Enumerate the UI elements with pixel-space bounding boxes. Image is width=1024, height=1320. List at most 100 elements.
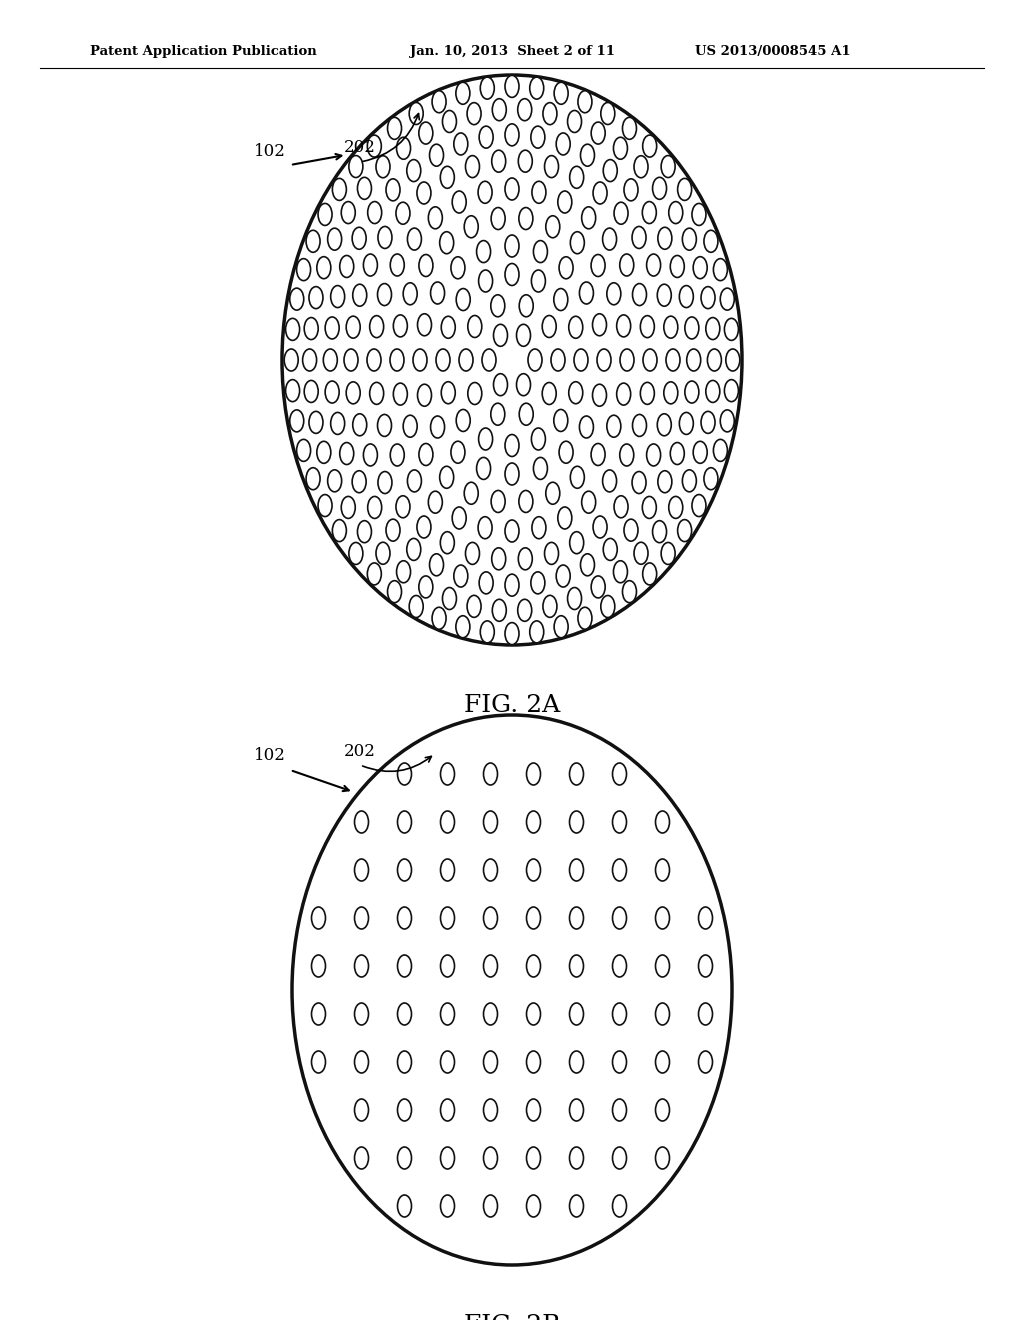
Ellipse shape [643,562,656,585]
Ellipse shape [354,810,369,833]
Ellipse shape [440,763,455,785]
Text: FIG. 2A: FIG. 2A [464,693,560,717]
Ellipse shape [612,1100,627,1121]
Ellipse shape [526,954,541,977]
Ellipse shape [309,412,323,433]
Ellipse shape [546,215,560,238]
Ellipse shape [480,77,495,99]
Ellipse shape [529,620,544,643]
Ellipse shape [476,240,490,263]
Ellipse shape [519,294,534,317]
Ellipse shape [591,255,605,276]
Ellipse shape [413,348,427,371]
Ellipse shape [456,82,470,104]
Ellipse shape [623,117,637,140]
Ellipse shape [701,286,715,309]
Ellipse shape [354,859,369,880]
Ellipse shape [607,416,621,437]
Ellipse shape [340,442,353,465]
Ellipse shape [724,380,738,401]
Ellipse shape [341,496,355,519]
Ellipse shape [306,230,321,252]
Ellipse shape [505,178,519,201]
Ellipse shape [378,471,392,494]
Ellipse shape [505,124,519,145]
Ellipse shape [602,470,616,492]
Ellipse shape [530,127,545,148]
Ellipse shape [578,91,592,112]
Ellipse shape [340,256,353,277]
Ellipse shape [492,150,506,172]
Ellipse shape [655,907,670,929]
Ellipse shape [430,282,444,304]
Ellipse shape [529,77,544,99]
Ellipse shape [419,576,433,598]
Ellipse shape [601,595,614,618]
Ellipse shape [516,374,530,396]
Ellipse shape [483,1100,498,1121]
Ellipse shape [569,954,584,977]
Ellipse shape [545,543,558,565]
Ellipse shape [454,565,468,587]
Ellipse shape [364,253,378,276]
Ellipse shape [354,907,369,929]
Ellipse shape [386,178,400,201]
Ellipse shape [526,1195,541,1217]
Ellipse shape [657,284,672,306]
Ellipse shape [410,595,423,618]
Ellipse shape [685,317,698,339]
Ellipse shape [505,235,519,257]
FancyArrowPatch shape [362,756,431,771]
Ellipse shape [492,207,505,230]
Ellipse shape [440,907,455,929]
Ellipse shape [480,620,495,643]
Ellipse shape [706,318,720,339]
Ellipse shape [516,325,530,346]
Ellipse shape [531,181,546,203]
Ellipse shape [679,412,693,434]
Ellipse shape [662,543,675,565]
Ellipse shape [526,763,541,785]
Ellipse shape [614,202,628,224]
Ellipse shape [714,440,727,462]
Ellipse shape [546,482,560,504]
Ellipse shape [505,75,519,98]
Text: 202: 202 [344,140,376,157]
Ellipse shape [612,954,627,977]
Ellipse shape [698,907,713,929]
Ellipse shape [543,315,556,338]
Ellipse shape [698,954,713,977]
Ellipse shape [331,412,345,434]
Ellipse shape [429,554,443,576]
Ellipse shape [642,202,656,223]
Ellipse shape [682,470,696,492]
Ellipse shape [664,317,678,338]
Ellipse shape [582,491,596,513]
Ellipse shape [569,1003,584,1026]
Ellipse shape [554,289,567,310]
Ellipse shape [479,572,494,594]
Ellipse shape [440,859,455,880]
Ellipse shape [623,581,637,603]
Ellipse shape [494,374,508,396]
Ellipse shape [408,470,422,492]
Ellipse shape [432,607,446,630]
Ellipse shape [558,191,571,213]
Ellipse shape [633,284,646,305]
Ellipse shape [569,859,584,880]
Ellipse shape [724,318,738,341]
Ellipse shape [457,289,470,310]
Ellipse shape [703,230,718,252]
Ellipse shape [429,144,443,166]
Ellipse shape [613,561,628,582]
Ellipse shape [669,496,683,519]
Ellipse shape [558,507,571,529]
Ellipse shape [478,428,493,450]
Ellipse shape [390,444,404,466]
Ellipse shape [543,103,557,124]
Ellipse shape [349,156,362,177]
Ellipse shape [682,228,696,251]
Ellipse shape [397,907,412,929]
Ellipse shape [442,587,457,610]
Ellipse shape [620,253,634,276]
